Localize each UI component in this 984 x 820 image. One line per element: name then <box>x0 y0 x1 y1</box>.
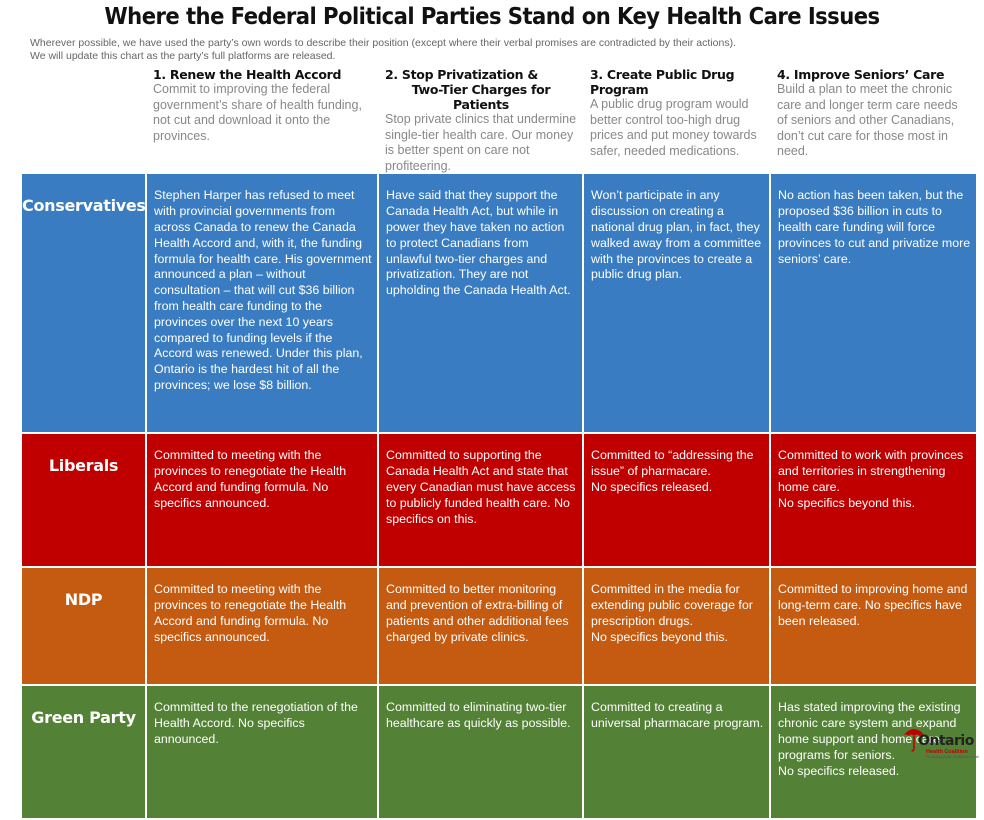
position-cell: No action has been taken, but the propos… <box>769 174 976 435</box>
party-name: Green Party <box>22 685 146 820</box>
issue-description: Commit to improving the federal governme… <box>153 82 362 143</box>
logo-tagline: Protecting public healthcare for all <box>926 755 979 759</box>
issue-description: A public drug program would better contr… <box>590 97 757 158</box>
party-name: NDP <box>22 567 146 687</box>
position-cell: Have said that they support the Canada H… <box>377 174 583 435</box>
issue-title: 1. Renew the Health Accord <box>153 67 342 82</box>
issue-title: 3. Create Public Drug Program <box>590 67 735 97</box>
position-cell: Committed to the renegotiation of the He… <box>145 685 378 820</box>
issues-header-row: 1. Renew the Health Accord Commit to imp… <box>22 64 976 174</box>
position-cell: Committed to work with provinces and ter… <box>769 433 976 569</box>
party-name: Liberals <box>22 433 146 569</box>
issue-header-1: 1. Renew the Health Accord Commit to imp… <box>146 64 378 174</box>
position-cell: Committed in the media for extending pub… <box>582 567 770 687</box>
party-row-ndp: NDP Committed to meeting with the provin… <box>22 567 976 687</box>
position-cell: Committed to meeting with the provinces … <box>145 433 378 569</box>
party-row-conservatives: Conservatives Stephen Harper has refused… <box>22 174 976 435</box>
issue-title: 2. Stop Privatization & <box>385 67 538 82</box>
position-cell: Committed to creating a universal pharma… <box>582 685 770 820</box>
position-cell: Committed to “addressing the issue” of p… <box>582 433 770 569</box>
issue-description: Build a plan to meet the chronic care an… <box>777 82 958 159</box>
ontario-health-coalition-logo: Ontario Health Coalition Protecting publ… <box>900 724 980 760</box>
position-cell: Committed to meeting with the provinces … <box>145 567 378 687</box>
umbrella-icon <box>903 729 925 752</box>
header-corner <box>22 64 146 174</box>
position-cell: Stephen Harper has refused to meet with … <box>145 174 378 435</box>
positions-table: 1. Renew the Health Accord Commit to imp… <box>22 64 976 820</box>
subtitle-line: Wherever possible, we have used the part… <box>30 37 736 49</box>
issue-header-2: 2. Stop Privatization & Two-Tier Charges… <box>378 64 583 174</box>
position-cell: Committed to supporting the Canada Healt… <box>377 433 583 569</box>
party-row-green-party: Green Party Committed to the renegotiati… <box>22 685 976 820</box>
position-cell: Won’t participate in any discussion on c… <box>582 174 770 435</box>
logo-wordmark: Ontario <box>918 733 974 749</box>
issue-header-3: 3. Create Public Drug Program A public d… <box>583 64 770 174</box>
logo-subtitle: Health Coalition <box>926 749 968 755</box>
issue-header-4: 4. Improve Seniors’ Care Build a plan to… <box>770 64 976 174</box>
position-cell: Committed to eliminating two-tier health… <box>377 685 583 820</box>
position-cell: Committed to better monitoring and preve… <box>377 567 583 687</box>
issue-title-line2: Two-Tier Charges for Patients <box>411 82 551 112</box>
page-title: Where the Federal Political Parties Stan… <box>104 4 880 30</box>
subtitle-line: We will update this chart as the party’s… <box>30 50 336 62</box>
issue-description: Stop private clinics that undermine sing… <box>385 112 577 173</box>
party-name: Conservatives <box>22 174 146 435</box>
party-row-liberals: Liberals Committed to meeting with the p… <box>22 433 976 569</box>
subtitle: Wherever possible, we have used the part… <box>30 37 970 63</box>
issue-title: 4. Improve Seniors’ Care <box>777 67 945 82</box>
position-cell: Committed to improving home and long-ter… <box>769 567 976 687</box>
